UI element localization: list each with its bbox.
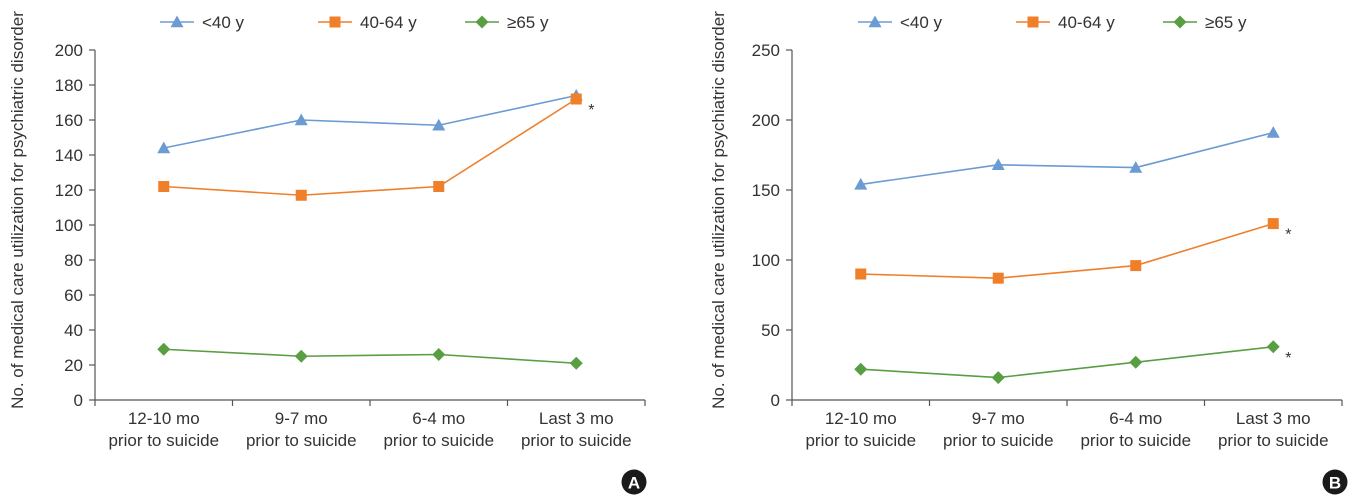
data-point-2-2 [432, 348, 446, 361]
legend-marker-0 [170, 15, 184, 28]
data-point-2-0 [854, 362, 868, 376]
significance-mark: * [1285, 350, 1291, 367]
x-tick-label: prior to suicide [1218, 431, 1329, 450]
x-tick-label: prior to suicide [383, 431, 494, 450]
data-point-0-1 [294, 113, 308, 126]
y-tick-label: 60 [64, 286, 83, 305]
chart-panel-a: 0 20 40 60 80 100 120 140 160 180 200 12-10 mo prior… [8, 11, 647, 495]
data-point-0-2 [432, 118, 446, 131]
legend-marker-1 [1027, 16, 1039, 28]
y-tick-label: 200 [752, 111, 780, 130]
series-line-0 [163, 94, 577, 149]
x-tick-label: Last 3 mo [539, 409, 614, 428]
y-tick-label: 150 [752, 181, 780, 200]
x-tick-label: 9-7 mo [275, 409, 328, 428]
x-tick-label: prior to suicide [943, 431, 1054, 450]
data-point-0-0 [854, 177, 868, 190]
y-tick-label: 200 [55, 41, 83, 60]
legend-marker-0 [868, 15, 882, 28]
legend-marker-1 [329, 16, 341, 28]
data-point-2-3 [1266, 340, 1280, 354]
data-point-1-2 [1130, 260, 1142, 272]
data-point-0-3 [1266, 126, 1280, 138]
data-point-1-0 [855, 268, 867, 280]
legend-label-2: ≥65 y [1205, 13, 1247, 32]
data-point-2-1 [991, 371, 1005, 385]
legend-label-0: <40 y [202, 13, 245, 32]
data-point-1-3 [570, 93, 582, 105]
chart-panel-b: 0 50 100 150 200 250 12-10 mo prior to suicide 9… [709, 11, 1348, 495]
y-tick-label: 140 [55, 146, 83, 165]
y-axis-title: No. of medical care utilization for psyc… [8, 11, 27, 409]
x-tick-label: 12-10 mo [128, 409, 200, 428]
data-point-2-1 [294, 349, 308, 363]
x-tick-label: Last 3 mo [1236, 409, 1311, 428]
y-tick-label: 80 [64, 251, 83, 270]
x-tick-label: 6-4 mo [412, 409, 465, 428]
x-tick-label: prior to suicide [246, 431, 357, 450]
significance-mark: * [588, 102, 594, 119]
x-tick-label: prior to suicide [1080, 431, 1191, 450]
data-point-1-1 [992, 272, 1004, 284]
data-point-0-2 [1129, 161, 1143, 173]
data-point-2-2 [1129, 355, 1143, 369]
y-tick-label: 250 [752, 41, 780, 60]
y-tick-label: 0 [74, 391, 83, 410]
legend-marker-2 [475, 15, 489, 29]
y-tick-label: 20 [64, 356, 83, 375]
panel-badge [621, 469, 647, 495]
x-tick-label: prior to suicide [521, 431, 632, 450]
data-point-1-3 [1267, 218, 1279, 230]
series-line-2 [860, 346, 1274, 379]
significance-mark: * [1285, 227, 1291, 244]
data-point-2-0 [157, 342, 171, 356]
series-line-2 [163, 348, 577, 365]
legend-label-1: 40-64 y [360, 13, 417, 32]
legend-marker-2 [1173, 15, 1187, 29]
series-line-1 [163, 98, 577, 197]
data-point-0-0 [157, 141, 171, 154]
legend-label-0: <40 y [900, 13, 943, 32]
panel-badge-label: B [1329, 474, 1341, 493]
x-tick-label: prior to suicide [108, 431, 219, 450]
data-point-0-1 [991, 158, 1005, 170]
y-tick-label: 180 [55, 76, 83, 95]
y-tick-label: 160 [55, 111, 83, 130]
series-line-0 [860, 131, 1274, 186]
y-tick-label: 100 [752, 251, 780, 270]
panel-badge-label: A [628, 474, 640, 493]
legend-label-2: ≥65 y [507, 13, 549, 32]
data-point-1-2 [433, 181, 445, 192]
legend-label-1: 40-64 y [1058, 13, 1115, 32]
data-point-2-3 [569, 356, 583, 370]
y-tick-label: 0 [771, 391, 780, 410]
y-tick-label: 40 [64, 321, 83, 340]
x-tick-label: 6-4 mo [1109, 409, 1162, 428]
data-point-1-1 [295, 189, 307, 201]
x-tick-label: 12-10 mo [825, 409, 897, 428]
x-tick-label: prior to suicide [805, 431, 916, 450]
panel-badge [1322, 469, 1348, 495]
y-tick-label: 120 [55, 181, 83, 200]
y-tick-label: 100 [55, 216, 83, 235]
y-axis-title: No. of medical care utilization for psyc… [709, 11, 728, 409]
y-tick-label: 50 [761, 321, 780, 340]
data-point-1-0 [158, 181, 170, 192]
series-line-1 [860, 222, 1274, 280]
x-tick-label: 9-7 mo [972, 409, 1025, 428]
